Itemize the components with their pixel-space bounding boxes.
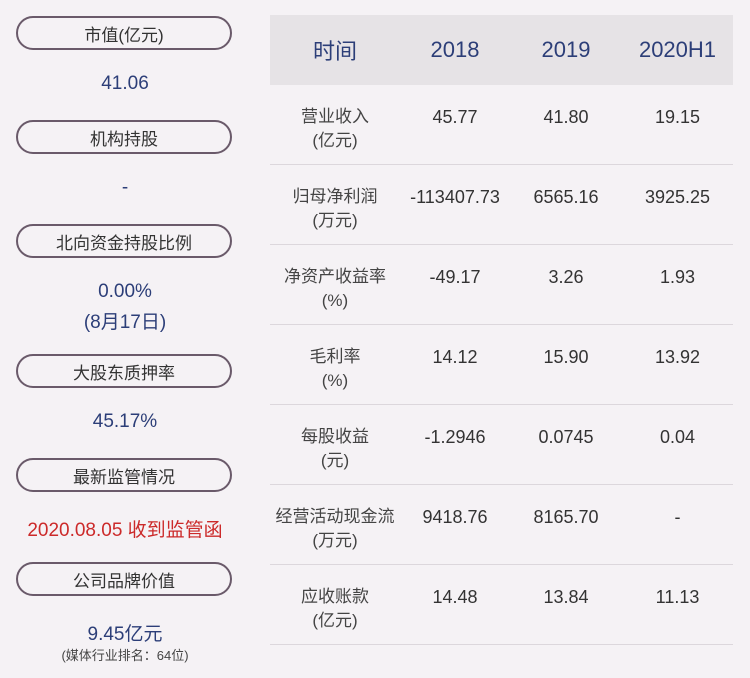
northbound-ratio-label: 北向资金持股比例	[16, 224, 232, 258]
regulatory-status-label: 最新监管情况	[16, 458, 232, 492]
row-label: 归母净利润 (万元)	[270, 185, 400, 233]
pledge-ratio-label: 大股东质押率	[16, 354, 232, 388]
cell-2020h1: 19.15	[654, 107, 701, 127]
cell-2019: 6565.16	[533, 187, 599, 207]
brand-value-label: 公司品牌价值	[16, 562, 232, 596]
row-label-unit: (元)	[320, 451, 350, 470]
pledge-ratio-value: 45.17%	[92, 411, 158, 432]
regulatory-status-value: 2020.08.05 收到监管函	[27, 520, 223, 541]
header-2018: 2018	[430, 37, 480, 62]
row-label-unit: (万元)	[312, 531, 358, 550]
cell-2018: 14.48	[432, 587, 478, 607]
cell-2018: -113407.73	[410, 187, 500, 207]
row-label-name: 归母净利润	[292, 187, 378, 206]
institutional-holding-value: -	[121, 177, 129, 198]
row-label-unit: (%)	[321, 371, 349, 390]
cell-2019: 15.90	[543, 347, 589, 367]
cell-2018: 9418.76	[422, 507, 488, 527]
row-label-unit: (%)	[321, 291, 349, 310]
table-row: 毛利率 (%) 14.12 15.90 13.92	[270, 325, 733, 405]
row-label-name: 毛利率	[309, 347, 361, 366]
row-label: 经营活动现金流 (万元)	[270, 505, 400, 553]
table-row: 每股收益 (元) -1.2946 0.0745 0.04	[270, 405, 733, 485]
cell-2019: 41.80	[543, 107, 589, 127]
cell-2018: 14.12	[432, 347, 478, 367]
row-label: 营业收入 (亿元)	[270, 105, 400, 153]
table-row: 净资产收益率 (%) -49.17 3.26 1.93	[270, 245, 733, 325]
financial-table: 时间 2018 2019 2020H1 营业收入 (亿元) 45.77 41.80…	[270, 15, 733, 645]
cell-2020h1: 3925.25	[644, 187, 711, 207]
cell-2019: 8165.70	[533, 507, 599, 527]
institutional-holding-label: 机构持股	[16, 120, 232, 154]
row-label-unit: (万元)	[312, 211, 358, 230]
table-row: 营业收入 (亿元) 45.77 41.80 19.15	[270, 85, 733, 165]
row-label-unit: (亿元)	[312, 611, 358, 630]
header-2020h1: 2020H1	[638, 37, 717, 62]
row-label: 毛利率 (%)	[270, 345, 400, 393]
row-label-name: 应收账款	[301, 587, 369, 606]
row-label-name: 经营活动现金流	[275, 507, 395, 526]
cell-2019: 13.84	[543, 587, 589, 607]
cell-2018: -1.2946	[424, 427, 486, 447]
row-label-name: 营业收入	[301, 107, 369, 126]
row-label: 应收账款 (亿元)	[270, 585, 400, 633]
cell-2020h1: 1.93	[659, 267, 696, 287]
cell-2019: 3.26	[548, 267, 584, 287]
market-cap-label: 市值(亿元)	[16, 16, 232, 50]
row-label-name: 每股收益	[301, 427, 369, 446]
table-row: 经营活动现金流 (万元) 9418.76 8165.70 -	[270, 485, 733, 565]
cell-2019: 0.0745	[538, 427, 594, 447]
table-row: 应收账款 (亿元) 14.48 13.84 11.13	[270, 565, 733, 645]
cell-2020h1: 13.92	[654, 347, 701, 367]
cell-2018: 45.77	[432, 107, 478, 127]
brand-value-rank-note: (媒体行业排名：64位)	[61, 648, 189, 663]
brand-value-value: 9.45亿元	[87, 624, 163, 645]
market-cap-value: 41.06	[101, 73, 149, 94]
summary-panel: 市值(亿元) 41.06 机构持股 - 北向资金持股比例 0.00% (8月17…	[0, 0, 250, 678]
northbound-ratio-date: (8月17日)	[83, 312, 167, 333]
row-label: 净资产收益率 (%)	[270, 265, 400, 313]
header-2019: 2019	[541, 37, 591, 62]
header-time: 时间	[312, 39, 357, 64]
cell-2020h1: 11.13	[655, 587, 700, 607]
row-label: 每股收益 (元)	[270, 425, 400, 473]
table-header: 时间 2018 2019 2020H1	[270, 15, 733, 85]
cell-2020h1: 0.04	[659, 427, 696, 447]
cell-2018: -49.17	[429, 267, 481, 287]
northbound-ratio-value: 0.00%	[98, 281, 152, 302]
table-row: 归母净利润 (万元) -113407.73 6565.16 3925.25	[270, 165, 733, 245]
row-label-name: 净资产收益率	[284, 267, 386, 286]
cell-2020h1: -	[674, 507, 681, 527]
row-label-unit: (亿元)	[312, 131, 358, 150]
